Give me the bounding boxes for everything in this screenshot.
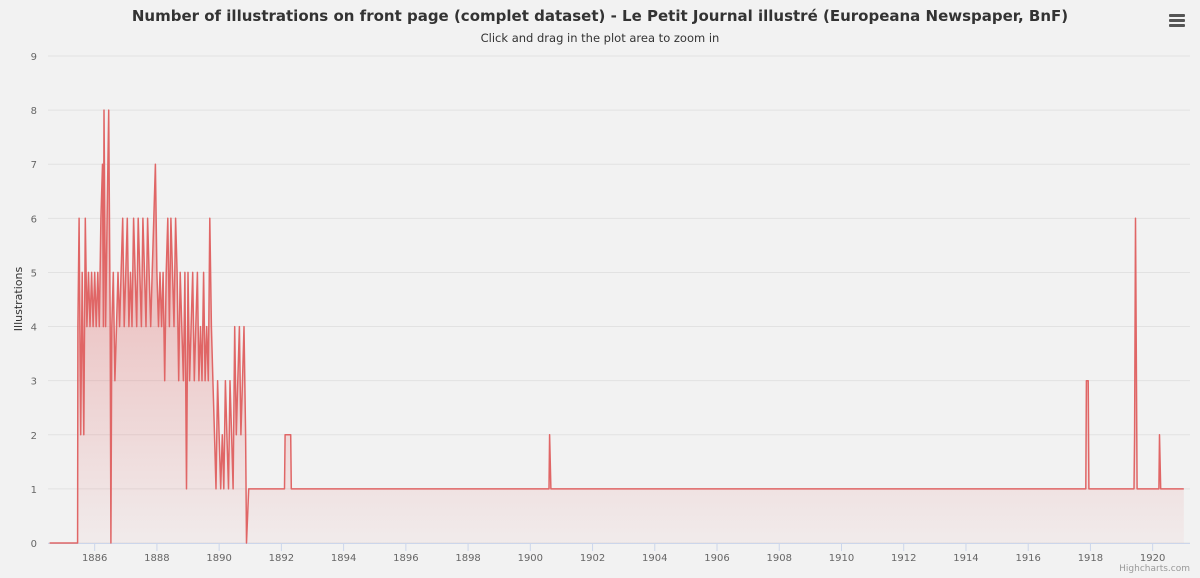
x-tick-label: 1918: [1078, 553, 1103, 564]
x-tick-label: 1900: [518, 553, 543, 564]
y-axis: 0 1 2 3 4 5 6 7 8 9: [31, 52, 37, 550]
y-tick-label: 3: [31, 377, 37, 388]
y-tick-label: 1: [31, 485, 37, 496]
y-tick-label: 5: [31, 268, 37, 279]
y-tick-label: 7: [31, 160, 37, 171]
chart-subtitle: Click and drag in the plot area to zoom …: [480, 31, 720, 45]
x-tick-label: 1888: [144, 553, 169, 564]
series-line[interactable]: [49, 109, 1184, 544]
x-tick-label: 1910: [829, 553, 854, 564]
x-axis: 1886 1888 1890 1892 1894 1896 1898 1900 1902 1904…: [48, 543, 1190, 564]
x-tick-label: 1896: [393, 553, 418, 564]
x-tick-label: 1898: [455, 553, 480, 564]
y-tick-label: 6: [31, 214, 37, 225]
series-layer: [49, 109, 1184, 544]
x-tick-label: 1890: [206, 553, 231, 564]
x-tick-label: 1912: [891, 553, 916, 564]
y-tick-label: 2: [31, 431, 37, 442]
x-tick-label: 1920: [1140, 553, 1165, 564]
y-tick-label: 8: [31, 106, 37, 117]
x-tick-label: 1914: [953, 553, 978, 564]
x-tick-label: 1886: [82, 553, 107, 564]
x-tick-label: 1892: [269, 553, 294, 564]
menu-button[interactable]: [1164, 8, 1190, 32]
credits-link[interactable]: Highcharts.com: [1119, 564, 1190, 574]
y-tick-label: 0: [31, 539, 37, 550]
x-tick-label: 1908: [767, 553, 792, 564]
x-tick-label: 1902: [580, 553, 605, 564]
series-area: [49, 110, 1184, 543]
x-tick-label: 1906: [704, 553, 729, 564]
chart-title: Number of illustrations on front page (c…: [131, 7, 1069, 25]
x-tick-label: 1894: [331, 553, 356, 564]
y-axis-label: Illustrations: [12, 267, 25, 332]
x-tick-label: 1904: [642, 553, 667, 564]
y-tick-label: 9: [31, 52, 37, 63]
y-tick-label: 4: [31, 323, 37, 334]
x-tick-label: 1916: [1015, 553, 1040, 564]
